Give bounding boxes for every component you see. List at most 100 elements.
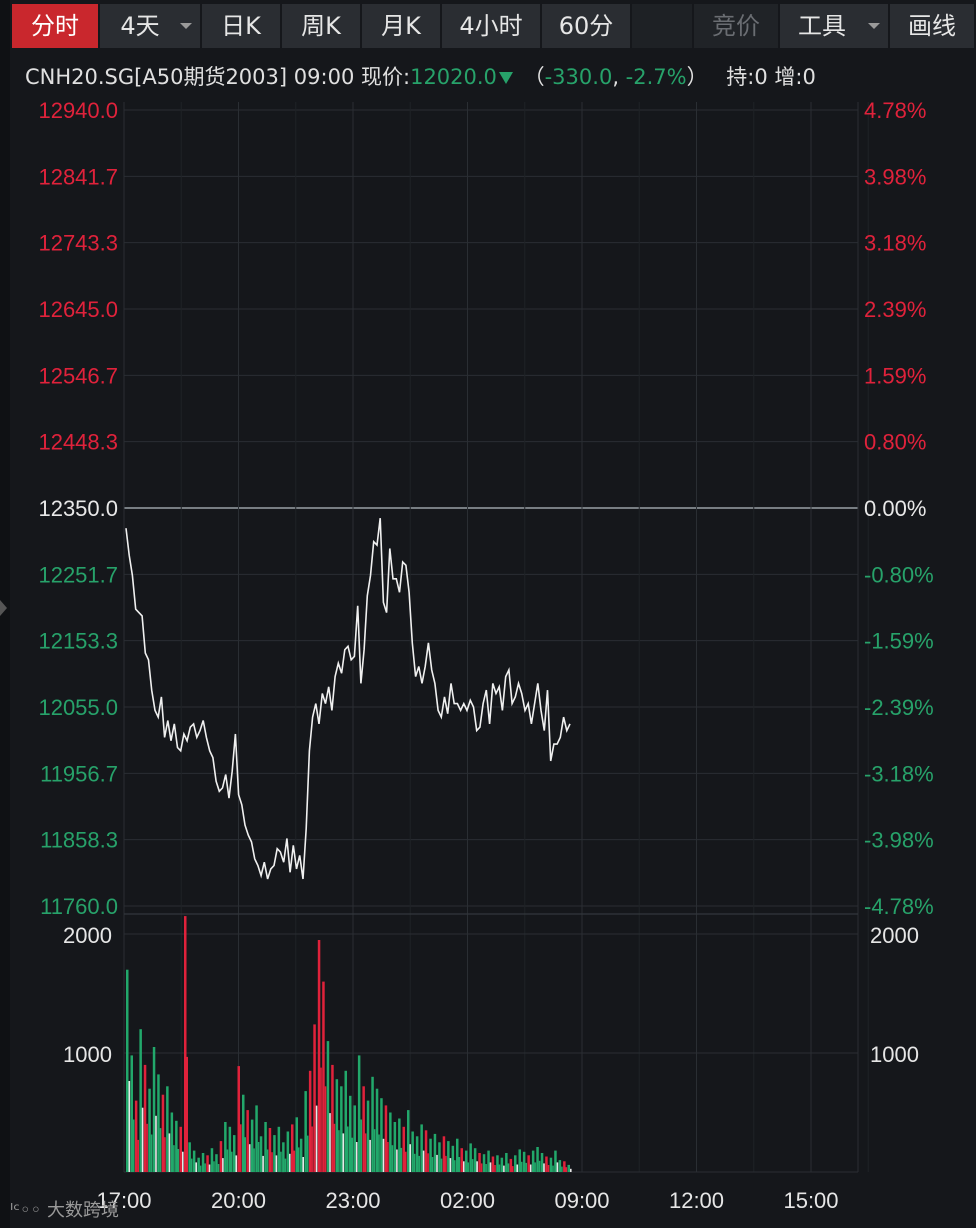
tab-weekly-k[interactable]: 周K <box>282 4 360 48</box>
watermark-logo-icon: ᴵᶜ◦◦ <box>10 1200 47 1221</box>
volume-bar <box>268 1128 272 1172</box>
volume-bar-minor <box>476 1161 478 1172</box>
tab-auction[interactable]: 竞价 <box>694 4 778 48</box>
close-paren: ） <box>686 65 708 89</box>
volume-bar <box>509 1158 513 1172</box>
volume-bar-minor <box>338 1130 340 1172</box>
volume-bar <box>451 1145 455 1172</box>
volume-bars <box>126 916 572 1173</box>
volume-bar-minor <box>556 1162 559 1172</box>
tools-menu[interactable]: 工具 <box>780 4 888 48</box>
volume-bar <box>558 1160 562 1172</box>
pct-tick-label: 4.78% <box>864 98 926 123</box>
pct-tick-label: -2.39% <box>864 695 934 720</box>
volume-bar <box>491 1156 495 1172</box>
volume-bar <box>554 1150 557 1172</box>
volume-bar <box>335 1079 339 1172</box>
volume-bar <box>393 1122 397 1172</box>
tab-monthly-k[interactable]: 月K <box>362 4 440 48</box>
pct-tick-label: -3.18% <box>864 761 934 786</box>
volume-bar <box>447 1141 450 1172</box>
volume-bar <box>536 1147 539 1172</box>
volume-bar <box>313 1024 316 1172</box>
quote-time: 09:00 <box>293 65 355 89</box>
price-tick-label: 12940.0 <box>38 98 118 123</box>
volume-bar-minor <box>561 1166 563 1172</box>
volume-bar <box>161 1094 165 1172</box>
volume-bar <box>384 1105 388 1172</box>
volume-bar <box>473 1148 477 1172</box>
volume-axis-labels: 2000 2000 1000 1000 <box>63 923 919 1067</box>
volume-bar-minor <box>280 1151 282 1172</box>
chevron-down-icon <box>868 23 880 29</box>
volume-bar-minor <box>485 1164 487 1172</box>
comma: , <box>612 65 626 89</box>
price-tick-label: 12153.3 <box>38 629 118 654</box>
volume-bar-minor <box>324 1086 327 1172</box>
volume-bar-minor <box>409 1144 411 1172</box>
volume-bar <box>126 969 129 1172</box>
volume-bar <box>442 1136 446 1172</box>
toolbar: 分时 4天 日K 周K 月K 4小时 60分 竞价 工具 画线 <box>12 4 974 48</box>
volume-bar <box>362 1086 365 1172</box>
tools-menu-label: 工具 <box>798 12 846 40</box>
expand-arrow-icon[interactable] <box>0 600 7 616</box>
volume-bar-minor <box>302 1157 304 1172</box>
tab-daily-k[interactable]: 日K <box>202 4 280 48</box>
volume-bar <box>233 1135 236 1172</box>
volume-bar <box>228 1126 232 1172</box>
volume-bar <box>340 1086 343 1172</box>
draw-line-button[interactable]: 画线 <box>890 4 974 48</box>
volume-bar <box>531 1150 535 1172</box>
volume-bar <box>398 1118 401 1172</box>
volume-bar-minor <box>190 1158 193 1172</box>
volume-bar <box>465 1150 468 1172</box>
volume-bar <box>201 1153 205 1172</box>
volume-bar-minor <box>413 1153 416 1172</box>
tab-4day[interactable]: 4天 <box>100 4 200 48</box>
volume-bar <box>206 1155 209 1172</box>
price-change: -330.0 <box>544 65 613 89</box>
volume-bar <box>389 1112 392 1172</box>
volume-bar-minor <box>137 1139 139 1172</box>
price-line <box>125 518 571 880</box>
volume-bar-minor <box>226 1149 229 1172</box>
volume-bar <box>429 1138 432 1172</box>
volume-bar-minor <box>405 1151 407 1172</box>
volume-bar-minor <box>467 1162 469 1172</box>
volume-bar <box>317 940 321 1172</box>
price-label: 现价: <box>361 65 411 89</box>
volume-bar <box>375 1088 379 1172</box>
volume-bar <box>540 1153 544 1172</box>
volume-bar-minor <box>355 1142 358 1172</box>
volume-bar-minor <box>315 1105 318 1172</box>
volume-bar-minor <box>173 1145 175 1172</box>
volume-bar <box>291 1124 294 1172</box>
volume-bar <box>469 1143 472 1172</box>
volume-bar <box>424 1130 428 1172</box>
volume-bar-minor <box>159 1128 162 1172</box>
volume-bar-minor <box>266 1149 269 1172</box>
tab-timeshare[interactable]: 分时 <box>12 4 98 48</box>
tab-4hour[interactable]: 4小时 <box>442 4 540 48</box>
volume-bar-minor <box>418 1155 420 1172</box>
volume-bar <box>188 1142 191 1173</box>
volume-bar <box>170 1112 174 1172</box>
volume-bar <box>433 1133 437 1172</box>
tab-4day-label: 4天 <box>120 12 160 40</box>
volume-bar-minor <box>297 1147 300 1172</box>
volume-bar-minor <box>257 1142 260 1172</box>
volume-bar <box>277 1126 281 1172</box>
volume-bar <box>326 1041 330 1172</box>
volume-bar <box>246 1110 249 1172</box>
volume-bar <box>522 1151 526 1172</box>
time-tick-label: 20:00 <box>211 1188 266 1213</box>
volume-bar <box>179 1126 182 1172</box>
tab-60min[interactable]: 60分 <box>542 4 630 48</box>
volume-bar-minor <box>195 1162 197 1172</box>
price-tick-label: 12841.7 <box>38 164 118 189</box>
volume-bar-minor <box>480 1163 483 1172</box>
volume-bar <box>487 1150 490 1172</box>
